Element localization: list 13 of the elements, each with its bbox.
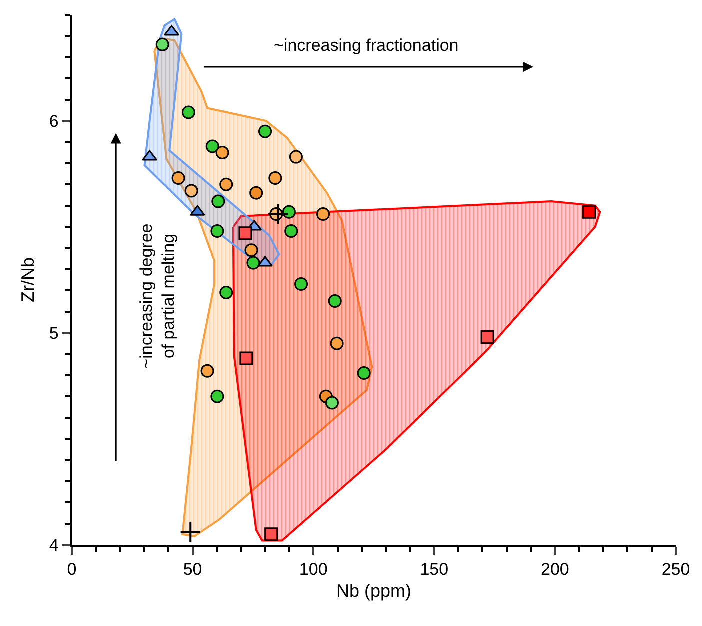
annotation: ~increasing degree of partial melting	[137, 224, 178, 369]
x-tick-label: 0	[67, 560, 77, 580]
x-axis-title: Nb (ppm)	[336, 580, 412, 601]
x-tick-label: 50	[183, 560, 202, 580]
y-tick-label: 4	[49, 536, 59, 555]
x-tick-label: 150	[420, 560, 449, 580]
y-axis-title: Zr/Nb	[18, 258, 38, 302]
x-tick-label: 200	[541, 560, 570, 580]
y-tick-label: 5	[49, 324, 59, 343]
x-tick-label: 250	[662, 560, 690, 580]
annotation: ~increasing fractionation	[274, 36, 459, 55]
x-tick-label: 100	[299, 560, 328, 580]
y-tick-label: 6	[49, 112, 59, 131]
